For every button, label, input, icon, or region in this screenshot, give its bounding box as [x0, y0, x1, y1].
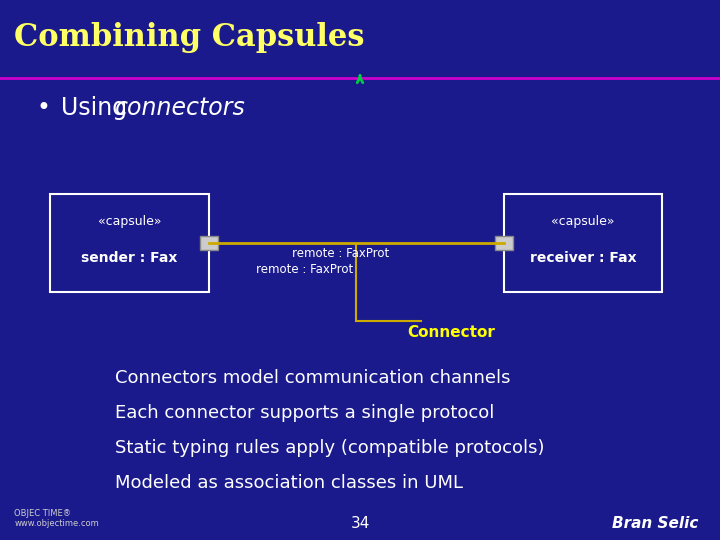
Text: «capsule»: «capsule» — [552, 215, 615, 228]
Bar — [50, 194, 209, 292]
Text: connectors: connectors — [115, 96, 246, 120]
Text: Bran Selic: Bran Selic — [612, 516, 698, 531]
Text: Connector: Connector — [407, 325, 495, 340]
Text: 34: 34 — [351, 516, 369, 531]
Text: Using: Using — [61, 96, 135, 120]
Text: Each connector supports a single protocol: Each connector supports a single protoco… — [115, 404, 495, 422]
Text: remote : FaxProt: remote : FaxProt — [256, 264, 353, 276]
Text: Connectors model communication channels: Connectors model communication channels — [115, 369, 510, 387]
Text: OBJEC TIME®
www.objectime.com: OBJEC TIME® www.objectime.com — [14, 509, 99, 528]
Text: Modeled as association classes in UML: Modeled as association classes in UML — [115, 474, 463, 492]
Text: •: • — [36, 96, 50, 120]
Bar — [495, 236, 513, 249]
Bar — [504, 194, 662, 292]
Text: Static typing rules apply (compatible protocols): Static typing rules apply (compatible pr… — [115, 439, 545, 457]
Text: remote : FaxProt: remote : FaxProt — [292, 247, 389, 260]
Text: Combining Capsules: Combining Capsules — [14, 22, 365, 53]
Text: receiver : Fax: receiver : Fax — [530, 251, 636, 265]
Text: «capsule»: «capsule» — [98, 215, 161, 228]
Bar — [199, 236, 218, 249]
Text: sender : Fax: sender : Fax — [81, 251, 178, 265]
